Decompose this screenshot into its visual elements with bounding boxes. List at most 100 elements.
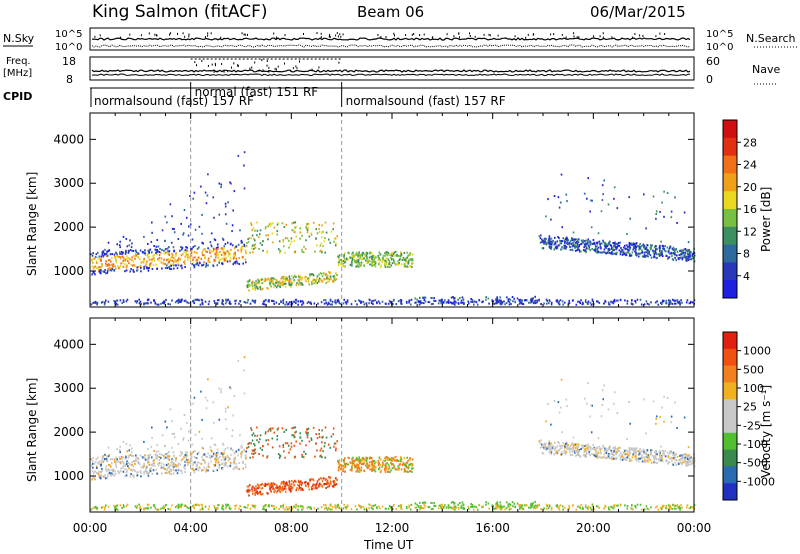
echo-cell (408, 265, 411, 268)
echo-cell (128, 467, 130, 470)
echo-cell (659, 454, 661, 457)
echo-cell (603, 449, 606, 452)
echo-cell (172, 463, 175, 466)
echo-cell (612, 457, 615, 460)
echo-cell (653, 253, 656, 256)
echo-cell (290, 488, 293, 491)
echo-cell (98, 268, 100, 271)
echo-cell (194, 450, 196, 452)
echo-cell (137, 255, 140, 258)
echo-cell (114, 302, 117, 304)
echo-cell (591, 298, 594, 301)
echo-cell (382, 459, 385, 462)
echo-cell (181, 248, 183, 251)
echo-cell (357, 255, 360, 258)
echo-cell (337, 466, 340, 469)
echo-cell (104, 253, 106, 255)
echo-cell (352, 459, 355, 462)
echo-cell (108, 258, 110, 261)
echo-cell (306, 434, 309, 437)
echo-cell (395, 508, 398, 511)
echo-cell (391, 463, 393, 466)
echo-cell (582, 446, 584, 449)
echo-cell (272, 277, 274, 280)
echo-cell (388, 465, 391, 467)
echo-cell (272, 483, 274, 486)
echo-cell (148, 256, 150, 258)
echo-cell (269, 283, 272, 286)
echo-cell (217, 247, 219, 250)
echo-cell (564, 241, 566, 244)
echo-cell (187, 458, 189, 461)
echo-cell (318, 273, 320, 276)
echo-cell (168, 455, 171, 458)
echo-cell (623, 251, 625, 254)
echo-cell (172, 246, 175, 249)
echo-cell (567, 239, 569, 242)
echo-cell (654, 251, 657, 254)
echo-cell (357, 465, 359, 468)
echo-cell (337, 264, 340, 267)
echo-cell (362, 463, 364, 466)
echo-cell (119, 462, 122, 465)
echo-cell (654, 450, 657, 452)
echo-cell (371, 259, 373, 262)
echo-cell (142, 466, 145, 469)
echo-cell (655, 453, 657, 455)
echo-cell (177, 301, 180, 304)
echo-cell (98, 258, 101, 261)
echo-cell (616, 207, 619, 210)
echo-cell (318, 485, 321, 488)
echo-cell (531, 504, 534, 507)
echo-cell (418, 303, 421, 306)
echo-cell (408, 299, 411, 302)
echo-cell (546, 447, 548, 450)
echo-cell (587, 445, 589, 448)
echo-cell (183, 209, 186, 211)
echo-cell (384, 457, 386, 460)
echo-cell (579, 250, 581, 253)
echo-cell (257, 484, 260, 487)
echo-cell (157, 455, 159, 458)
echo-cell (497, 301, 500, 304)
echo-cell (554, 441, 556, 444)
echo-cell (660, 240, 662, 243)
echo-cell (382, 258, 384, 261)
echo-cell (243, 245, 246, 248)
echo-cell (224, 458, 227, 461)
echo-cell (293, 456, 296, 459)
echo-cell (406, 265, 408, 268)
echo-cell (265, 234, 267, 237)
echo-cell (415, 506, 417, 509)
echo-cell (630, 448, 633, 451)
echo-cell (131, 454, 133, 457)
echo-cell (328, 302, 330, 305)
echo-cell (261, 282, 264, 285)
echo-cell (402, 256, 405, 259)
echo-cell (326, 274, 329, 277)
echo-cell (313, 487, 315, 490)
echo-cell (158, 254, 161, 256)
echo-cell (223, 257, 226, 260)
echo-cell (669, 299, 672, 302)
echo-cell (534, 299, 537, 302)
echo-cell (358, 256, 361, 259)
echo-cell (534, 507, 537, 510)
echo-cell (189, 462, 192, 465)
echo-cell (291, 222, 293, 225)
echo-cell (229, 253, 232, 256)
echo-cell (104, 458, 106, 460)
echo-cell (611, 451, 613, 454)
nsky-dot (553, 33, 555, 35)
echo-cell (289, 448, 292, 451)
echo-cell (636, 298, 639, 301)
echo-cell (207, 508, 210, 511)
echo-cell (649, 254, 652, 257)
echo-cell (114, 470, 116, 473)
echo-cell (625, 452, 628, 455)
echo-cell (674, 299, 677, 302)
echo-cell (641, 460, 644, 463)
echo-cell (91, 470, 94, 473)
echo-cell (377, 257, 380, 260)
echo-cell (115, 472, 117, 475)
